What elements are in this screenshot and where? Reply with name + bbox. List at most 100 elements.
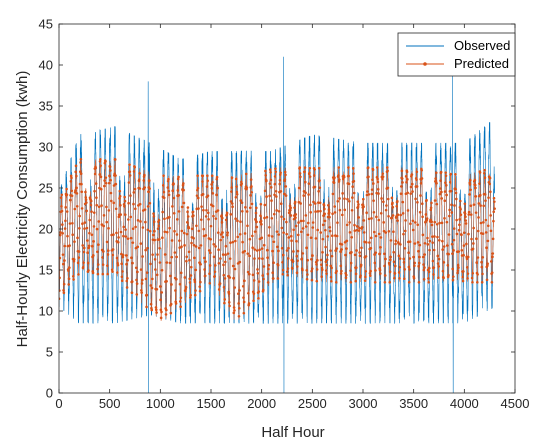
predicted-point xyxy=(369,246,373,250)
predicted-point xyxy=(205,185,209,188)
predicted-point xyxy=(100,204,103,207)
predicted-point xyxy=(272,212,276,216)
predicted-point xyxy=(421,233,425,237)
y-axis-label: Half-Hourly Electricity Consumption (kwh… xyxy=(14,71,31,348)
predicted-point xyxy=(224,244,228,248)
predicted-point xyxy=(60,204,63,208)
predicted-point xyxy=(203,274,207,278)
predicted-point xyxy=(165,280,168,283)
predicted-point xyxy=(319,258,323,262)
predicted-point xyxy=(253,230,257,233)
predicted-point xyxy=(423,241,427,245)
predicted-point xyxy=(274,167,277,170)
predicted-point xyxy=(282,231,285,234)
predicted-point xyxy=(370,188,374,191)
predicted-point xyxy=(209,224,213,228)
y-tick-label: 15 xyxy=(39,263,53,278)
predicted-point xyxy=(130,280,134,283)
predicted-point xyxy=(272,240,276,244)
predicted-point xyxy=(105,220,109,224)
predicted-point xyxy=(128,170,132,174)
predicted-point xyxy=(426,243,430,246)
predicted-point xyxy=(289,234,293,238)
predicted-point xyxy=(99,158,102,161)
predicted-point xyxy=(320,268,324,272)
predicted-point xyxy=(145,271,149,274)
predicted-point xyxy=(260,223,263,226)
predicted-point xyxy=(179,271,183,275)
predicted-point xyxy=(241,284,245,288)
predicted-point xyxy=(94,166,98,170)
predicted-point xyxy=(440,221,444,225)
predicted-point xyxy=(479,221,483,225)
predicted-point xyxy=(491,255,494,259)
predicted-point xyxy=(112,201,116,205)
predicted-point xyxy=(310,267,314,270)
predicted-point xyxy=(165,261,169,264)
predicted-point xyxy=(474,211,478,214)
predicted-point xyxy=(330,279,333,283)
predicted-point xyxy=(114,182,118,186)
predicted-point xyxy=(93,189,96,193)
predicted-point xyxy=(313,185,317,189)
predicted-point xyxy=(308,166,312,170)
predicted-point xyxy=(455,218,458,222)
predicted-point xyxy=(96,272,100,276)
predicted-point xyxy=(233,309,236,312)
predicted-point xyxy=(169,311,173,315)
predicted-point xyxy=(92,225,96,228)
predicted-point xyxy=(237,302,240,305)
predicted-point xyxy=(95,196,98,199)
predicted-point xyxy=(359,274,362,277)
predicted-point xyxy=(204,260,207,263)
predicted-point xyxy=(462,231,466,235)
predicted-point xyxy=(315,268,319,271)
predicted-point xyxy=(443,199,447,203)
predicted-point xyxy=(209,238,212,241)
predicted-point xyxy=(108,165,112,169)
predicted-point xyxy=(333,205,337,208)
predicted-point xyxy=(272,277,275,280)
predicted-point xyxy=(348,231,352,234)
predicted-point xyxy=(377,232,381,236)
predicted-point xyxy=(116,240,120,244)
predicted-point xyxy=(88,218,91,222)
predicted-point xyxy=(106,272,109,276)
predicted-point xyxy=(89,199,93,203)
predicted-point xyxy=(185,221,189,224)
predicted-point xyxy=(132,170,136,173)
predicted-point xyxy=(420,177,424,180)
predicted-point xyxy=(323,212,327,216)
predicted-point xyxy=(320,275,323,278)
predicted-point xyxy=(241,210,244,213)
x-tick-label: 0 xyxy=(55,396,62,411)
predicted-point xyxy=(339,250,342,253)
predicted-point xyxy=(309,211,313,214)
predicted-point xyxy=(416,223,420,227)
predicted-point xyxy=(374,234,378,238)
predicted-point xyxy=(114,174,117,177)
predicted-point xyxy=(230,186,233,189)
predicted-point xyxy=(94,182,98,185)
predicted-point xyxy=(236,262,240,265)
predicted-point xyxy=(259,202,263,206)
predicted-point xyxy=(230,202,234,205)
predicted-point xyxy=(215,175,219,179)
predicted-point xyxy=(437,265,441,268)
predicted-point xyxy=(395,215,398,218)
predicted-point xyxy=(344,253,347,257)
predicted-point xyxy=(226,252,230,255)
predicted-point xyxy=(92,211,96,214)
predicted-point xyxy=(182,182,185,185)
predicted-point xyxy=(162,196,166,200)
predicted-point xyxy=(228,257,232,260)
predicted-point xyxy=(246,252,250,255)
predicted-point xyxy=(461,279,465,283)
predicted-point xyxy=(148,229,152,233)
predicted-point xyxy=(199,244,203,247)
predicted-point xyxy=(473,183,477,187)
predicted-point xyxy=(459,207,462,211)
predicted-point xyxy=(139,268,143,271)
legend: Observed Predicted xyxy=(397,32,516,77)
predicted-point xyxy=(270,216,274,220)
